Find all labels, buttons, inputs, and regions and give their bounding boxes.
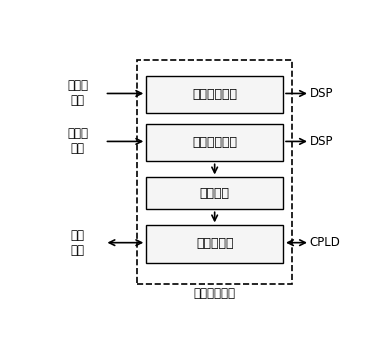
Text: DSP: DSP: [310, 87, 334, 100]
Text: 开关
设备: 开关 设备: [71, 229, 85, 257]
Bar: [146, 225, 283, 263]
Bar: [146, 124, 283, 161]
Text: 电流信号调理: 电流信号调理: [192, 136, 237, 149]
Text: 智能测控单元: 智能测控单元: [194, 287, 236, 300]
Bar: [146, 177, 283, 209]
Text: CPLD: CPLD: [310, 236, 340, 249]
Text: DSP: DSP: [310, 135, 334, 148]
Text: 电压信号调理: 电压信号调理: [192, 88, 237, 101]
Text: 模拟脱扣: 模拟脱扣: [200, 187, 230, 200]
Text: 电流互
感器: 电流互 感器: [67, 127, 88, 155]
Text: 分合闸模块: 分合闸模块: [196, 237, 233, 251]
Text: 电压互
感器: 电压互 感器: [67, 80, 88, 108]
Bar: [146, 76, 283, 113]
